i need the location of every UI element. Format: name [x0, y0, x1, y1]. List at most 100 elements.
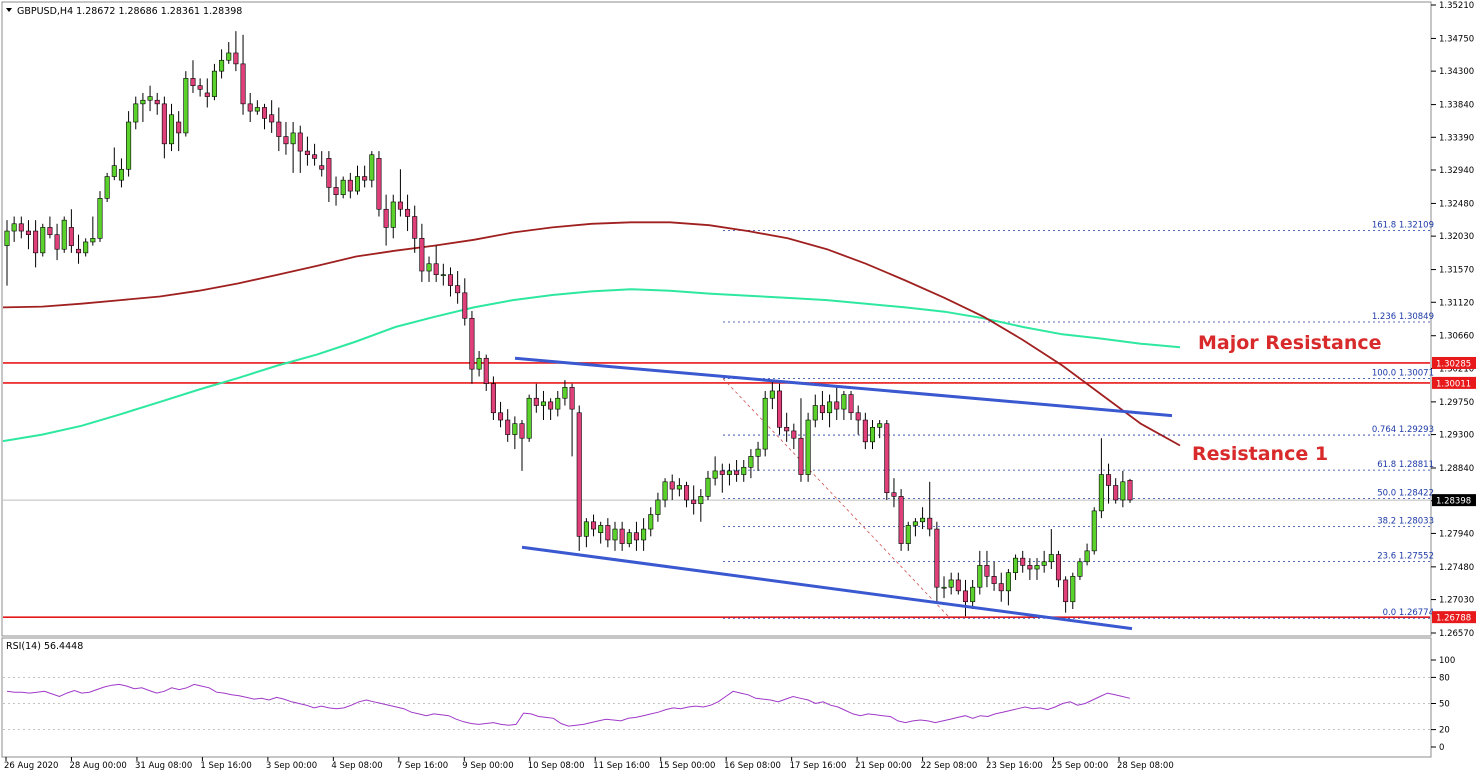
candlesticks — [4, 31, 1133, 617]
horizontal-levels — [3, 362, 1430, 618]
time-tick-label: 7 Sep 16:00 — [397, 761, 448, 771]
chevron-down-icon[interactable] — [6, 8, 12, 12]
candle-bear — [376, 158, 382, 210]
rsi-tick-label: 20 — [1439, 726, 1450, 736]
candle-bull — [111, 165, 117, 177]
candle-bear — [312, 154, 318, 159]
candle-bear — [362, 176, 368, 181]
candle-bull — [755, 448, 761, 457]
candle-bull — [712, 470, 718, 479]
candle-bull — [1048, 554, 1054, 563]
candle-bear — [247, 103, 253, 112]
candle-bear — [1106, 474, 1112, 486]
candle-bull — [583, 521, 589, 537]
candle-bull — [812, 405, 818, 421]
candle-bear — [798, 437, 804, 475]
candle-bear — [898, 496, 904, 544]
candle-bull — [440, 274, 446, 276]
price-box-label: 1.30285 — [1436, 359, 1471, 369]
fib-level-label: 38.2 1.28033 — [1377, 517, 1434, 527]
price-box-label: 1.26788 — [1436, 614, 1471, 624]
fib-level-label: 161.8 1.32109 — [1372, 220, 1434, 230]
candle-bull — [476, 357, 482, 370]
price-channel — [514, 356, 1173, 631]
candle-bull — [1034, 565, 1040, 570]
candle-bull — [648, 514, 654, 530]
time-tick-label: 21 Sep 00:00 — [855, 761, 912, 771]
candle-bull — [369, 154, 375, 181]
fibonacci-levels: 161.8 1.32109 1.236 1.30849 100.0 1.30071 0… — [722, 220, 1434, 619]
price-tick-label: 1.26570 — [1439, 629, 1474, 639]
candle-bull — [4, 230, 10, 246]
candle-bull — [662, 481, 668, 501]
candle-bear — [1055, 554, 1061, 581]
time-tick-label: 31 Aug 08:00 — [135, 761, 192, 771]
candle-bear — [962, 590, 969, 603]
candle-bull — [698, 496, 704, 504]
candle-bear — [1063, 579, 1069, 603]
candle-bear — [576, 412, 582, 537]
candle-bull — [226, 52, 232, 61]
candle-bear — [848, 394, 854, 414]
price-tick-label: 1.32030 — [1439, 232, 1474, 242]
candle-bear — [1020, 557, 1026, 566]
time-tick-label: 3 Sep 00:00 — [266, 761, 317, 771]
price-tick-label: 1.28840 — [1439, 464, 1474, 474]
candle-bear — [455, 285, 461, 294]
fib-level-label: 23.6 1.27552 — [1377, 552, 1434, 562]
candle-bear — [447, 274, 453, 286]
candle-bear — [18, 223, 24, 232]
candle-bear — [33, 230, 39, 254]
candle-bull — [104, 176, 110, 199]
candle-bear — [862, 419, 868, 443]
rsi-pane-frame — [1, 637, 1432, 758]
candle-bear — [333, 187, 339, 196]
fib-level-label: 1.236 1.30849 — [1372, 312, 1434, 322]
candle-bull — [390, 201, 396, 228]
fib-level-label: 50.0 1.28422 — [1377, 488, 1434, 498]
candle-bear — [819, 405, 825, 414]
candle-bear — [669, 481, 675, 490]
candle-bull — [90, 238, 96, 243]
candle-bull — [741, 466, 747, 475]
candle-bear — [927, 517, 933, 530]
current-price-box — [1432, 494, 1476, 507]
candle-bull — [920, 517, 926, 523]
candle-bear — [161, 103, 167, 145]
candle-bear — [190, 78, 196, 86]
time-tick-label: 28 Sep 08:00 — [1117, 761, 1174, 771]
candle-bear — [240, 63, 246, 105]
candle-bull — [1098, 474, 1104, 512]
candle-bear — [498, 412, 504, 421]
symbol-header: GBPUSD,H4 1.28672 1.28686 1.28361 1.2839… — [17, 6, 242, 17]
candle-bear — [784, 427, 790, 432]
price-tick-label: 1.35210 — [1439, 1, 1474, 11]
candle-bear — [619, 528, 625, 544]
candle-bear — [47, 227, 53, 235]
candle-bull — [555, 397, 561, 410]
fib-diagonal-line — [722, 378, 951, 619]
candle-bear — [691, 499, 697, 504]
resistance-1-label: Resistance 1 — [1192, 443, 1328, 465]
candle-bear — [490, 383, 496, 414]
candle-bull — [1091, 510, 1097, 552]
candle-bear — [519, 423, 525, 439]
time-tick-label: 26 Aug 2020 — [4, 761, 58, 771]
candle-bear — [984, 565, 990, 577]
ma-fast-line — [2, 221, 1181, 447]
candle-bull — [970, 586, 976, 603]
price-tick-label: 1.30210 — [1439, 364, 1474, 374]
candle-bear — [548, 401, 554, 410]
candle-bear — [25, 230, 31, 235]
candle-bull — [726, 470, 732, 475]
candle-bull — [869, 427, 876, 443]
price-tick-label: 1.32940 — [1439, 166, 1474, 176]
candle-bull — [705, 477, 711, 497]
candle-bear — [197, 85, 203, 90]
candle-bull — [805, 419, 811, 475]
candle-bear — [483, 357, 489, 384]
time-tick-label: 16 Sep 08:00 — [724, 761, 781, 771]
